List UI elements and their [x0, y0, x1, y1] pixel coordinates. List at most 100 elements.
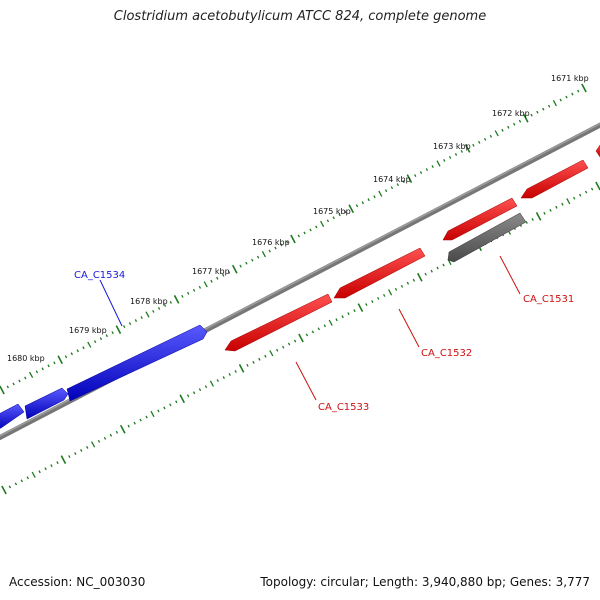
- gene-ca-c1534-arrow[interactable]: [66, 324, 208, 402]
- tick-label: 1678 kbp: [130, 297, 168, 306]
- tick-mark: [530, 113, 533, 117]
- gene-label-ca-c1533[interactable]: CA_C1533: [318, 402, 369, 413]
- tick-mark: [179, 394, 186, 404]
- tick-mark: [35, 370, 39, 374]
- leader-line-ca-c1532: [398, 308, 420, 348]
- tick-mark: [203, 281, 208, 288]
- tick-mark: [348, 204, 355, 214]
- tick-mark: [134, 319, 138, 323]
- tick-mark: [31, 471, 36, 478]
- tick-mark: [531, 217, 534, 221]
- leader-line-ca-c1534: [99, 279, 123, 327]
- tick-mark: [115, 325, 122, 334]
- tick-mark: [584, 190, 588, 194]
- tick-mark: [169, 300, 172, 304]
- forward-strand-genes: [0, 324, 208, 430]
- tick-label: 1672 kbp: [492, 109, 530, 118]
- tick-mark: [522, 113, 529, 123]
- genome-summary-text: Topology: circular; Length: 3,940,880 bp…: [260, 575, 590, 589]
- tick-mark: [406, 281, 410, 285]
- tick-mark: [264, 354, 267, 358]
- tick-mark: [64, 355, 68, 359]
- tick-mark: [355, 204, 359, 208]
- tick-mark: [192, 288, 196, 292]
- tick-mark: [234, 369, 237, 373]
- tick-mark: [82, 346, 85, 350]
- tick-mark: [93, 340, 97, 344]
- tick-label: 1680 kbp: [7, 354, 45, 363]
- tick-mark: [91, 441, 96, 448]
- tick-mark: [216, 379, 219, 383]
- gene-arrow-forward[interactable]: [24, 387, 69, 420]
- tick-mark: [175, 400, 178, 404]
- tick-mark: [414, 174, 417, 178]
- gene-ca-c1531-arrow[interactable]: [447, 212, 527, 263]
- gene-label-ca-c1531[interactable]: CA_C1531: [523, 294, 574, 305]
- tick-mark: [577, 89, 580, 93]
- tick-mark: [227, 270, 231, 274]
- tick-mark: [209, 380, 214, 387]
- tick-label: 1674 kbp: [373, 175, 411, 184]
- tick-mark: [186, 394, 190, 398]
- tick-mark: [328, 319, 333, 326]
- tick-mark: [99, 337, 103, 341]
- tick-mark: [128, 322, 132, 326]
- gene-arrow-forward[interactable]: [0, 403, 25, 430]
- tick-label: 1671 kbp: [551, 74, 589, 83]
- gene-ca-c1531-arrow-red[interactable]: [442, 197, 518, 241]
- tick-mark: [367, 198, 370, 202]
- tick-mark: [543, 211, 546, 215]
- tick-mark: [424, 272, 427, 276]
- tick-mark: [394, 287, 398, 291]
- tick-mark: [326, 219, 330, 223]
- tick-mark: [507, 125, 510, 129]
- tick-mark: [443, 158, 446, 162]
- tick-mark: [76, 349, 79, 353]
- tick-labels: 1671 kbp 1672 kbp 1673 kbp 1674 kbp 1675…: [7, 74, 589, 363]
- tick-mark: [140, 316, 143, 320]
- tick-mark: [298, 333, 304, 343]
- tick-mark: [60, 455, 67, 464]
- tick-mark: [542, 107, 545, 111]
- tick-mark: [280, 243, 283, 247]
- tick-mark: [56, 461, 59, 465]
- tick-mark: [38, 470, 41, 474]
- tick-mark: [258, 357, 261, 361]
- tick-mark: [365, 303, 368, 307]
- tick-mark: [383, 293, 386, 297]
- gene-ca-c1532-arrow[interactable]: [333, 247, 426, 299]
- tick-mark: [222, 273, 225, 277]
- tick-mark: [57, 355, 64, 365]
- tick-mark: [297, 234, 300, 238]
- tick-mark: [579, 193, 582, 197]
- tick-mark: [566, 198, 571, 205]
- tick-mark: [412, 278, 416, 282]
- tick-mark: [464, 144, 471, 153]
- gene-label-ca-c1532[interactable]: CA_C1532: [421, 348, 472, 359]
- tick-mark: [282, 345, 285, 349]
- tick-mark: [87, 341, 92, 348]
- tick-mark: [123, 325, 126, 329]
- gene-ca-c1533-arrow[interactable]: [224, 293, 333, 352]
- tick-mark: [133, 421, 136, 425]
- tick-mark: [436, 160, 441, 167]
- tick-mark: [14, 482, 18, 486]
- tick-mark: [109, 433, 113, 437]
- gene-arrow-reverse[interactable]: [520, 159, 589, 199]
- tick-mark: [390, 186, 394, 190]
- tick-mark: [276, 348, 279, 352]
- tick-mark: [105, 334, 108, 338]
- tick-mark: [231, 264, 238, 274]
- tick-mark: [400, 284, 404, 288]
- tick-mark: [163, 406, 166, 410]
- tick-mark: [228, 372, 231, 376]
- tick-mark: [127, 424, 130, 428]
- tick-mark: [169, 403, 172, 407]
- tick-mark: [341, 315, 344, 319]
- gene-label-ca-c1534[interactable]: CA_C1534: [74, 270, 125, 281]
- gene-arrow-reverse[interactable]: [595, 142, 600, 158]
- tick-mark: [561, 202, 564, 206]
- tick-label: 1676 kbp: [252, 238, 290, 247]
- tick-mark: [513, 122, 516, 126]
- tick-mark: [357, 303, 364, 312]
